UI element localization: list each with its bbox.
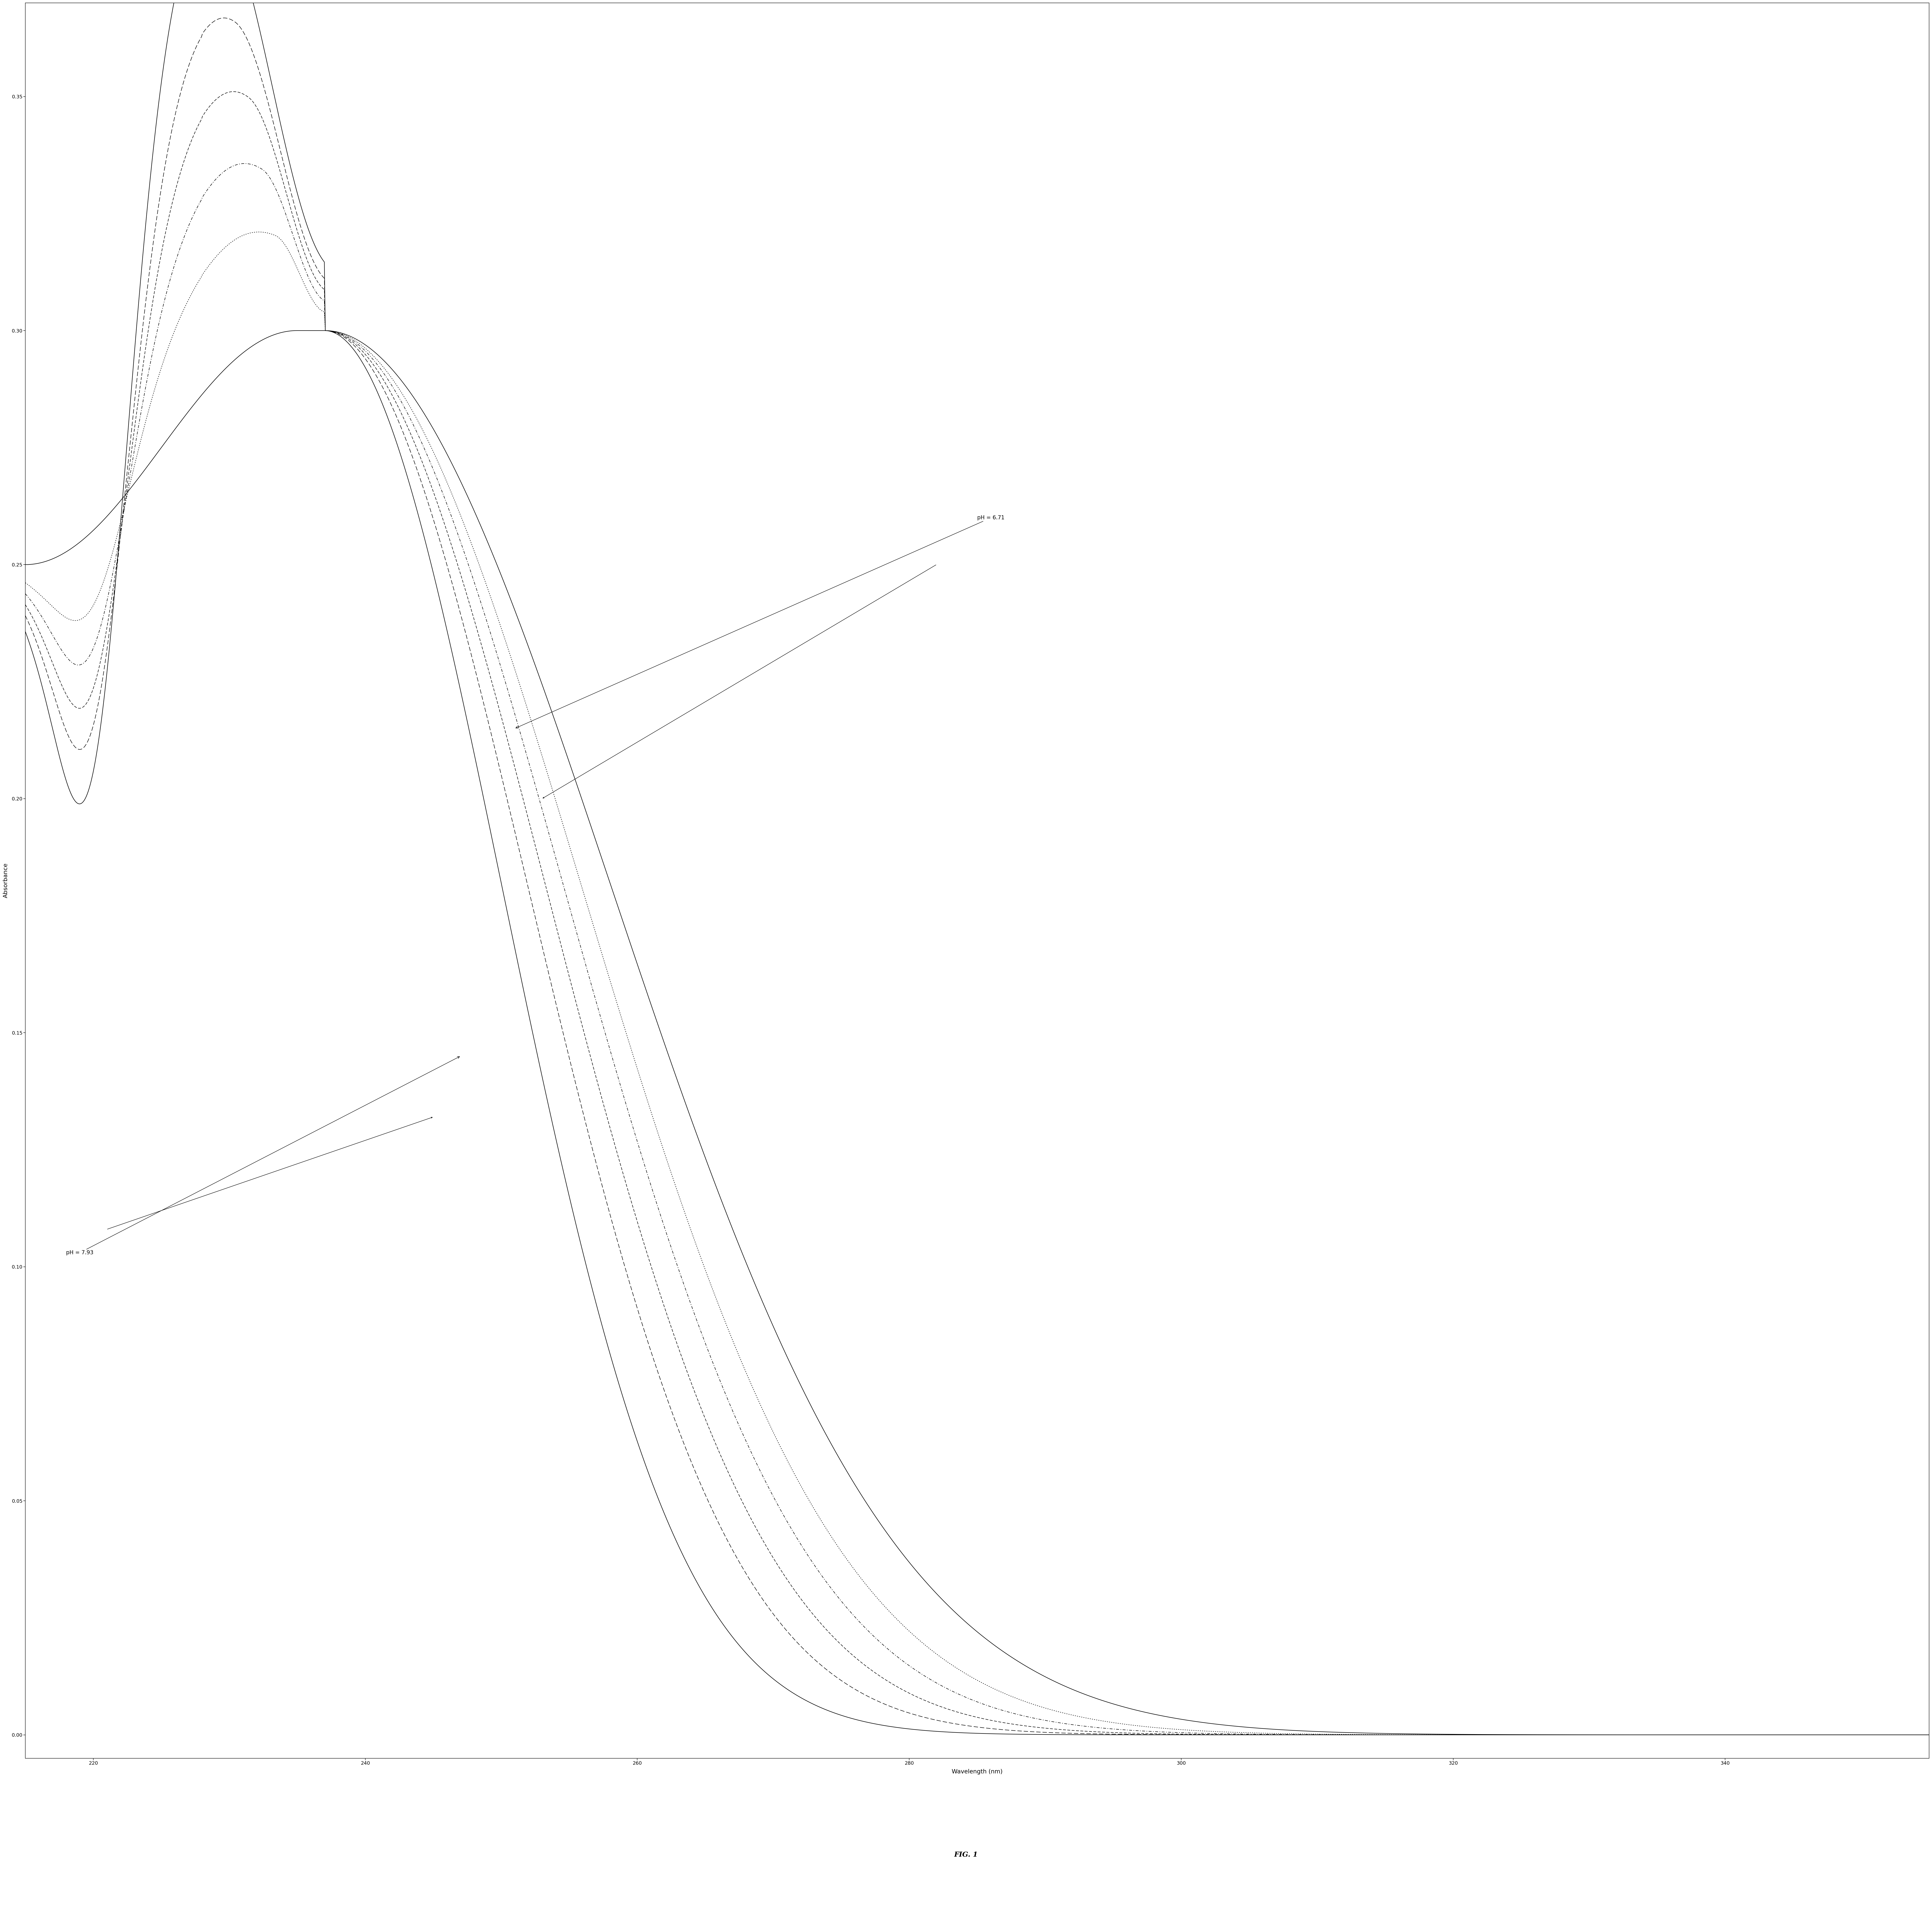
Text: pH = 6.71: pH = 6.71 [516,516,1005,728]
Y-axis label: Absorbance: Absorbance [2,864,8,898]
X-axis label: Wavelength (nm): Wavelength (nm) [952,1770,1003,1774]
Text: FIG. 1: FIG. 1 [954,1851,978,1859]
Text: pH = 7.93: pH = 7.93 [66,1057,460,1256]
